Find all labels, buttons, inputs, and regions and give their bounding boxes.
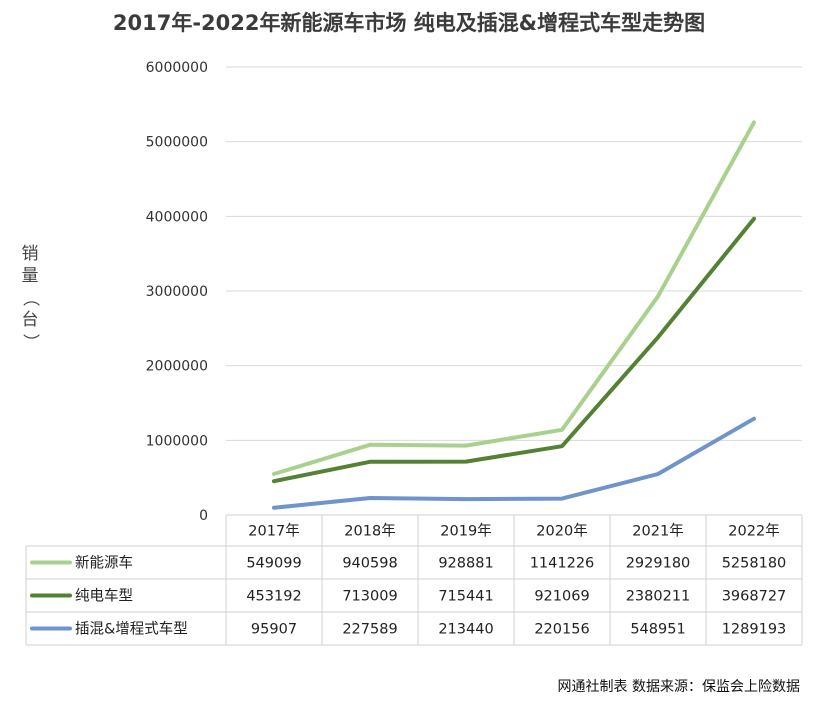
series-line bbox=[272, 120, 756, 476]
x-tick-label: 2017年 bbox=[248, 523, 299, 540]
y-axis-label-char: 量 bbox=[22, 266, 39, 286]
data-label: 928881 bbox=[438, 556, 493, 572]
x-tick-label: 2022年 bbox=[728, 523, 779, 540]
x-tick-label: 2018年 bbox=[344, 523, 395, 540]
y-axis-label-char: ） bbox=[20, 334, 40, 351]
y-tick-label: 5000000 bbox=[146, 135, 208, 151]
data-label: 1141226 bbox=[530, 556, 595, 572]
data-label: 940598 bbox=[342, 556, 397, 572]
legend-label: 纯电车型 bbox=[75, 588, 133, 605]
data-label: 220156 bbox=[534, 622, 589, 638]
data-label: 715441 bbox=[438, 589, 493, 605]
y-axis-label: 销量 （ 台 ） bbox=[20, 244, 40, 351]
data-label: 549099 bbox=[246, 556, 301, 572]
y-axis-label-char: 台 bbox=[22, 310, 39, 330]
data-label: 453192 bbox=[246, 589, 301, 605]
data-label: 3968727 bbox=[722, 589, 787, 605]
legend-label: 新能源车 bbox=[75, 555, 133, 572]
x-tick-label: 2019年 bbox=[440, 523, 491, 540]
data-label: 548951 bbox=[630, 622, 685, 638]
y-tick-label: 3000000 bbox=[146, 284, 208, 300]
data-label: 921069 bbox=[534, 589, 589, 605]
y-tick-label: 6000000 bbox=[146, 60, 208, 76]
y-tick-label: 2000000 bbox=[146, 359, 208, 375]
x-tick-label: 2020年 bbox=[536, 523, 587, 540]
data-table: 2017年 2018年 2019年 2020年 2021年 2022年新能源车 549099… bbox=[25, 514, 803, 646]
legend-label: 插混&增程式车型 bbox=[75, 621, 188, 638]
data-label: 2929180 bbox=[626, 556, 691, 572]
data-label: 713009 bbox=[342, 589, 397, 605]
source-note: 网通社制表 数据来源：保监会上险数据 bbox=[558, 679, 800, 695]
data-label: 5258180 bbox=[722, 556, 787, 572]
y-tick-label: 1000000 bbox=[146, 433, 208, 449]
data-label: 213440 bbox=[438, 622, 493, 638]
gridlines bbox=[226, 66, 802, 441]
series-line bbox=[272, 216, 756, 484]
y-tick-label: 0 bbox=[199, 508, 208, 524]
y-axis-ticks: 0 1000000 2000000 3000000 4000000 5000000 6000… bbox=[146, 60, 208, 524]
data-label: 2380211 bbox=[626, 589, 691, 605]
series-lines bbox=[272, 120, 756, 510]
data-label: 1289193 bbox=[722, 622, 787, 638]
y-axis-label-char: （ bbox=[20, 290, 40, 307]
y-tick-label: 4000000 bbox=[146, 209, 208, 225]
x-tick-label: 2021年 bbox=[632, 523, 683, 540]
series-line bbox=[272, 416, 756, 510]
data-label: 227589 bbox=[342, 622, 397, 638]
y-axis-label-char: 销 bbox=[22, 244, 39, 264]
chart-title: 2017年-2022年新能源车市场 纯电及插混&增程式车型走势图 bbox=[113, 11, 705, 35]
data-label: 95907 bbox=[251, 622, 297, 638]
